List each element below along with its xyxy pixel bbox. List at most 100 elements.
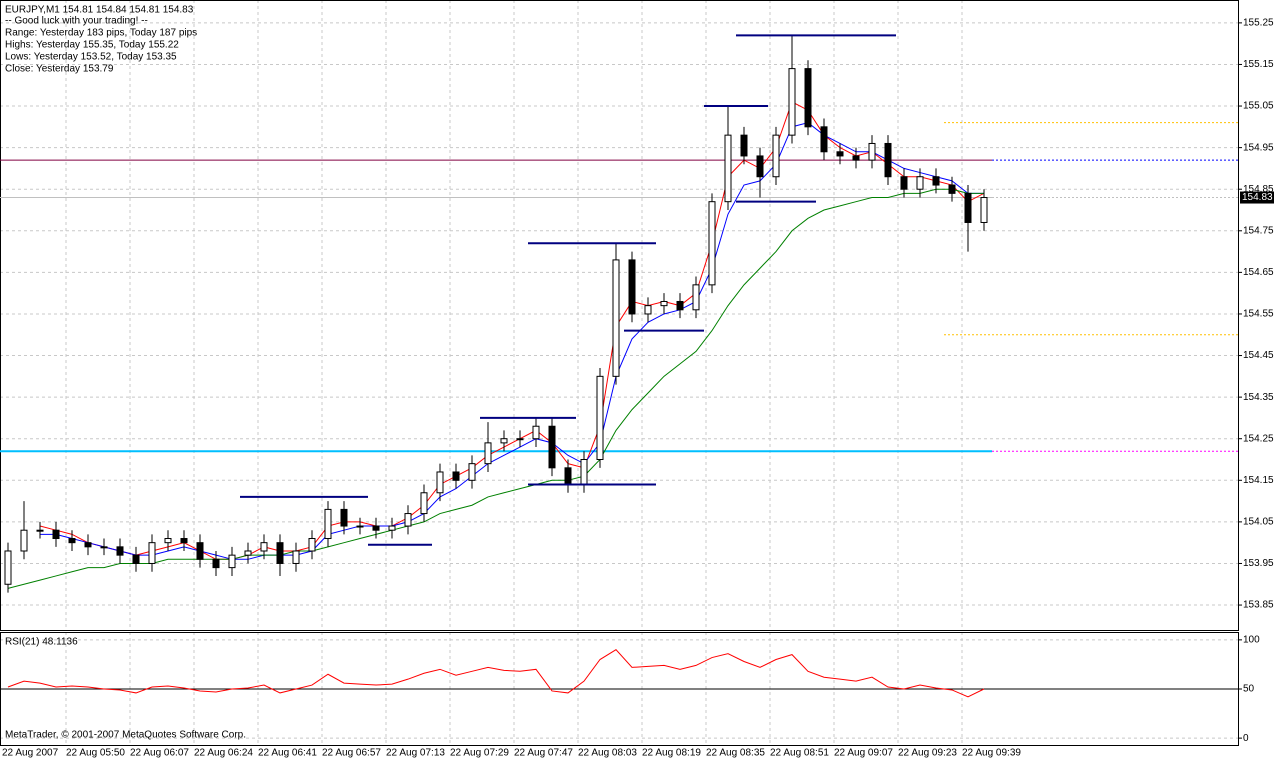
candle-body	[196, 542, 204, 560]
y-tick-label: 100	[1243, 635, 1260, 646]
y-tick-label: 155.15	[1243, 59, 1274, 70]
y-tick-label: 154.45	[1243, 350, 1274, 361]
chart-title: EURJPY,M1 154.81 154.84 154.81 154.83	[5, 5, 194, 16]
candle-body	[740, 134, 748, 157]
candle-body	[340, 508, 348, 527]
candle-body	[980, 197, 988, 223]
candle-body	[468, 463, 476, 481]
candle-body	[900, 176, 908, 190]
candle-body	[4, 550, 12, 585]
candle-body	[148, 542, 156, 564]
y-tick-label: 154.65	[1243, 267, 1274, 278]
candle-body	[868, 142, 876, 161]
candle-body	[932, 176, 940, 186]
candle-body	[692, 284, 700, 311]
y-tick-label: 154.85	[1243, 184, 1274, 195]
candle-body	[500, 438, 508, 444]
candle-body	[596, 375, 604, 461]
candle-body	[228, 554, 236, 569]
candle-body	[324, 508, 332, 540]
y-tick-label: 50	[1243, 684, 1255, 695]
x-tick-label: 22 Aug 07:47	[514, 748, 573, 759]
y-tick-label: 154.35	[1243, 392, 1274, 403]
candle-body	[308, 538, 316, 552]
candle-body	[436, 471, 444, 494]
x-tick-label: 22 Aug 08:51	[770, 748, 829, 759]
y-tick-label: 0	[1243, 733, 1249, 744]
x-tick-label: 22 Aug 06:41	[258, 748, 317, 759]
footer: MetaTrader, © 2001-2007 MetaQuotes Softw…	[5, 730, 246, 741]
candle-body	[212, 558, 220, 569]
candle-body	[164, 538, 172, 544]
candle-body	[852, 155, 860, 161]
candle-body	[788, 68, 796, 136]
current-price-box	[1240, 191, 1274, 204]
candle-body	[628, 259, 636, 315]
candle-body	[564, 467, 572, 485]
candle-body	[452, 471, 460, 481]
candle-body	[516, 438, 524, 441]
x-tick-label: 22 Aug 08:19	[642, 748, 701, 759]
x-tick-label: 22 Aug 07:29	[450, 748, 509, 759]
x-tick-label: 22 Aug 08:35	[706, 748, 765, 759]
y-tick-label: 154.25	[1243, 433, 1274, 444]
candle-body	[948, 184, 956, 194]
candle-body	[260, 542, 268, 552]
x-tick-label: 22 Aug 05:50	[66, 748, 125, 759]
y-tick-label: 154.75	[1243, 225, 1274, 236]
candle-body	[916, 176, 924, 190]
candle-body	[20, 529, 28, 552]
candle-body	[372, 525, 380, 531]
candle-body	[276, 542, 284, 564]
candle-body	[756, 155, 764, 178]
y-tick-label: 154.05	[1243, 517, 1274, 528]
info-line: Lows: Yesterday 153.52, Today 153.35	[5, 52, 177, 63]
y-tick-label: 153.95	[1243, 558, 1274, 569]
x-tick-label: 22 Aug 06:57	[322, 748, 381, 759]
indicator-title: RSI(21) 48.1136	[5, 637, 78, 648]
y-tick-label: 155.25	[1243, 18, 1274, 29]
y-tick-label: 155.05	[1243, 101, 1274, 112]
candle-body	[244, 550, 252, 556]
info-line: Highs: Yesterday 155.35, Today 155.22	[5, 40, 179, 51]
candle-body	[404, 513, 412, 527]
candle-body	[532, 425, 540, 440]
candle-body	[644, 305, 652, 315]
y-tick-label: 154.95	[1243, 142, 1274, 153]
y-tick-label: 154.55	[1243, 309, 1274, 320]
candle-body	[484, 442, 492, 465]
x-tick-label: 22 Aug 09:23	[898, 748, 957, 759]
candle-body	[724, 134, 732, 203]
rsi-line	[7, 649, 985, 698]
x-tick-label: 22 Aug 08:03	[578, 748, 637, 759]
x-tick-label: 22 Aug 07:13	[386, 748, 445, 759]
candle-body	[836, 151, 844, 157]
candle-body	[292, 550, 300, 564]
candle-body	[68, 538, 76, 544]
y-tick-label: 154.15	[1243, 475, 1274, 486]
x-tick-label: 22 Aug 09:07	[834, 748, 893, 759]
panel-border	[0, 0, 1239, 631]
candle-body	[804, 68, 812, 128]
candle-body	[132, 554, 140, 564]
candle-body	[660, 300, 668, 307]
info-line: Close: Yesterday 153.79	[5, 64, 114, 75]
candle-body	[420, 492, 428, 515]
candle-body	[388, 525, 396, 531]
x-tick-label: 22 Aug 06:24	[194, 748, 253, 759]
candle-body	[548, 425, 556, 469]
candle-body	[820, 126, 828, 153]
candle-body	[580, 459, 588, 485]
candle-body	[676, 300, 684, 311]
info-line: -- Good luck with your trading! --	[5, 16, 148, 27]
candle-body	[100, 546, 108, 549]
candle-body	[52, 529, 60, 540]
x-tick-label: 22 Aug 2007	[2, 748, 59, 759]
candle-body	[116, 546, 124, 556]
candle-body	[356, 525, 364, 528]
current-price-label: 154.83	[1242, 192, 1273, 203]
candle-body	[964, 192, 972, 223]
candle-body	[180, 538, 188, 544]
